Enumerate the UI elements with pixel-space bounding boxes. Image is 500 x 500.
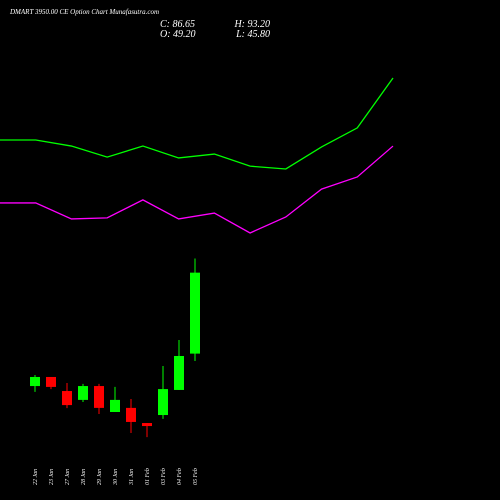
candle-body	[110, 399, 120, 412]
x-tick-label: 23 Jan	[49, 469, 55, 485]
info-high: H: 93.20	[233, 19, 270, 30]
x-tick-label: 30 Jan	[113, 469, 119, 486]
candle-body	[158, 389, 168, 416]
candle-body	[142, 423, 152, 427]
x-tick-label: 03 Feb	[161, 468, 167, 485]
x-tick-label: 05 Feb	[193, 468, 199, 485]
info-open: O: 49.20	[160, 29, 196, 40]
candle-body	[78, 386, 88, 400]
indicator-line	[0, 145, 394, 234]
x-tick-label: 04 Feb	[176, 468, 183, 485]
x-tick-label: 01 Feb	[145, 468, 151, 485]
indicator-line	[0, 77, 394, 170]
info-close: C: 86.65	[160, 19, 195, 30]
x-tick-label: 27 Jan	[65, 469, 71, 485]
x-tick-label: 28 Jan	[81, 469, 87, 485]
candle-body	[190, 272, 200, 354]
x-tick-label: 29 Jan	[97, 469, 103, 485]
x-tick-label: 22 Jan	[33, 469, 39, 485]
chart-title: DMART 3950.00 CE Option Chart Munafasutr…	[9, 8, 159, 16]
candle-body	[126, 407, 136, 422]
candle-body	[62, 391, 72, 406]
candle-body	[46, 376, 56, 387]
candle-body	[30, 376, 40, 387]
x-tick-label: 31 Jan	[129, 469, 135, 486]
candle-body	[94, 386, 104, 408]
info-low: L: 45.80	[235, 29, 270, 40]
candle-body	[174, 356, 184, 390]
